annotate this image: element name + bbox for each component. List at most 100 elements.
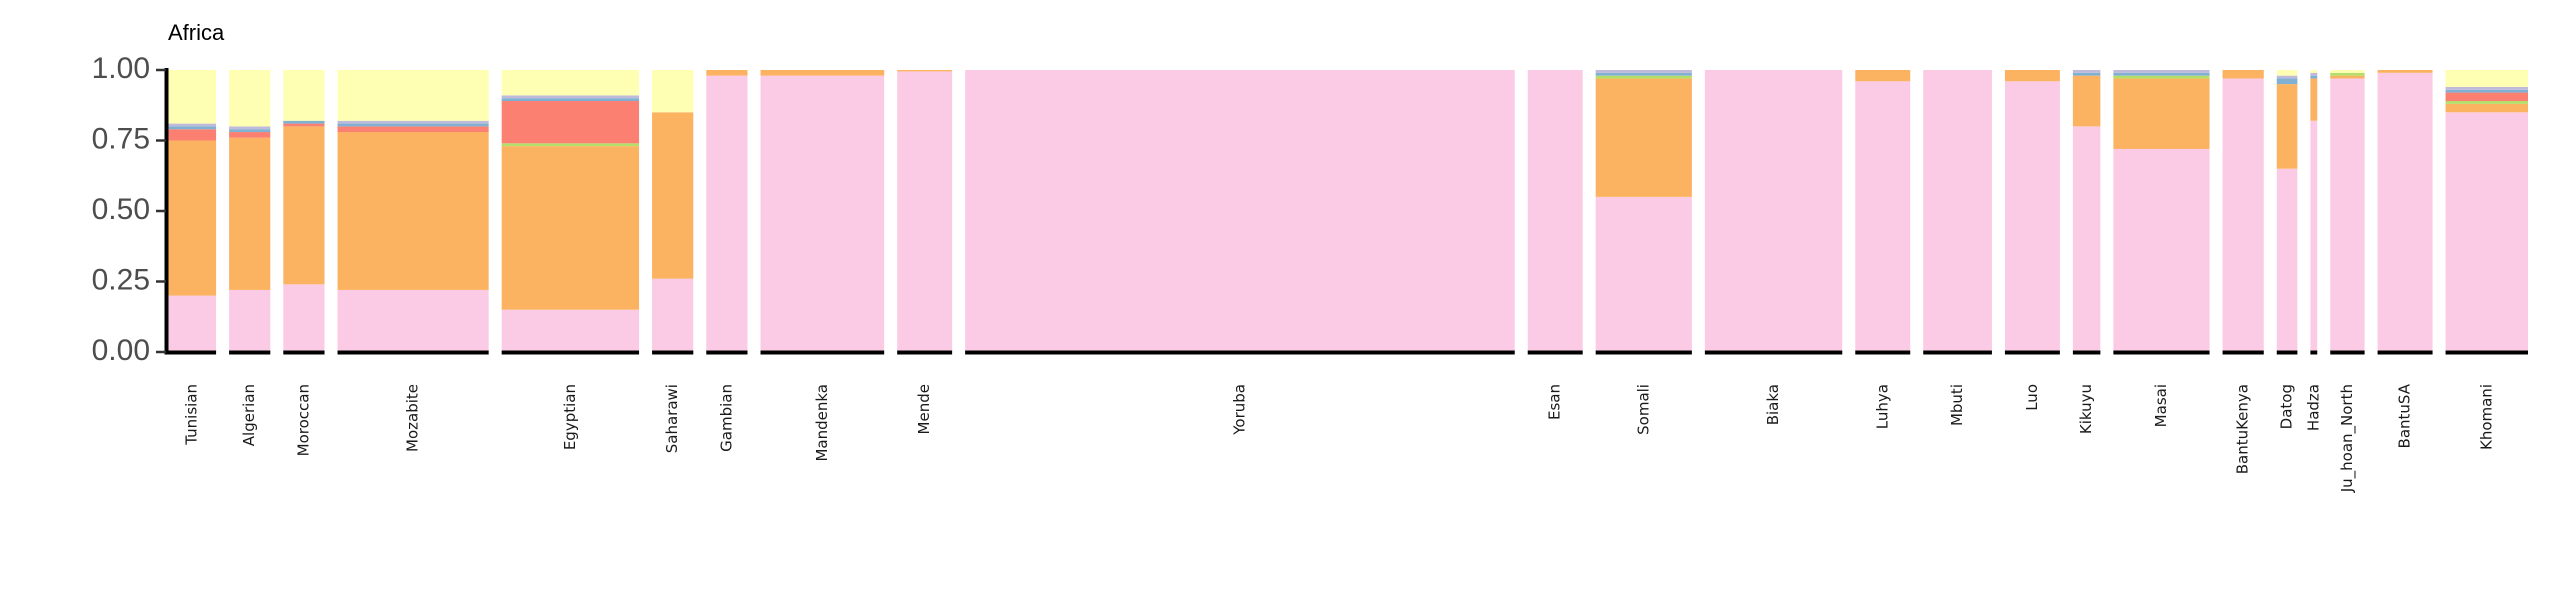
segment-egyptian-red xyxy=(501,101,640,144)
group-label-gambian: Gambian xyxy=(717,384,735,452)
group-algerian xyxy=(229,70,271,352)
baseline-mandenka xyxy=(760,350,885,355)
y-axis: 0.00 0.25 0.50 0.75 1.00 xyxy=(92,52,169,367)
group-somali xyxy=(1595,70,1692,352)
group-label-bantukenya: BantuKenya xyxy=(2234,384,2252,474)
segment-tunisian-blue xyxy=(168,126,217,130)
baseline-khomani xyxy=(2445,350,2528,355)
segment-masai-green xyxy=(2113,75,2210,79)
segment-algerian-blue xyxy=(229,129,271,133)
group-mbuti xyxy=(1923,70,1992,352)
segment-ju-hoan-north-orange xyxy=(2330,75,2365,79)
group-label-khomani: Khomani xyxy=(2477,384,2495,450)
group-saharawi xyxy=(652,70,694,352)
segment-algerian-yellow xyxy=(229,70,271,127)
baseline-mozabite xyxy=(337,350,489,355)
group-mende xyxy=(897,70,953,352)
group-ju-hoan-north xyxy=(2330,70,2365,353)
segment-luo-orange xyxy=(2004,70,2060,82)
group-luo xyxy=(2004,70,2060,352)
segment-datog-purple xyxy=(2276,75,2298,79)
group-label-masai: Masai xyxy=(2152,384,2170,427)
segment-masai-pink xyxy=(2113,148,2210,352)
segment-bantusa-orange xyxy=(2377,70,2433,73)
segment-mozabite-blue xyxy=(337,123,489,127)
group-label-ju-hoan-north: Ju_hoan_North xyxy=(2338,384,2357,493)
group-label-esan: Esan xyxy=(1546,384,1564,420)
segment-esan-pink xyxy=(1527,70,1583,352)
group-label-hadza: Hadza xyxy=(2304,384,2322,431)
group-label-datog: Datog xyxy=(2278,384,2296,429)
segment-egyptian-blue xyxy=(501,98,640,102)
segment-saharawi-pink xyxy=(652,278,694,352)
baseline-luhya xyxy=(1855,350,1911,355)
segment-masai-purple xyxy=(2113,70,2210,73)
group-masai xyxy=(2113,70,2210,352)
group-label-yoruba: Yoruba xyxy=(1230,384,1248,436)
group-label-moroccan: Moroccan xyxy=(294,384,312,456)
segment-tunisian-purple xyxy=(168,123,217,127)
segment-saharawi-orange xyxy=(652,112,694,279)
segment-mozabite-orange xyxy=(337,132,489,290)
segment-egyptian-purple xyxy=(501,95,640,99)
segment-moroccan-orange xyxy=(283,126,325,285)
group-moroccan xyxy=(283,70,325,352)
segment-tunisian-pink xyxy=(168,295,217,352)
group-datog xyxy=(2276,70,2298,352)
segment-hadza-pink xyxy=(2310,120,2318,352)
group-label-algerian: Algerian xyxy=(240,384,258,446)
baseline-luo xyxy=(2004,350,2060,355)
baseline-mbuti xyxy=(1923,350,1992,355)
segment-egyptian-pink xyxy=(501,309,640,352)
y-tick-label-3: 0.75 xyxy=(92,122,150,155)
group-label-mende: Mende xyxy=(915,384,933,434)
group-egyptian xyxy=(501,70,640,352)
segment-bantukenya-pink xyxy=(2222,78,2264,353)
segment-egyptian-yellow xyxy=(501,70,640,96)
group-label-tunisian: Tunisian xyxy=(183,384,201,446)
segment-saharawi-yellow xyxy=(652,70,694,113)
group-bantukenya xyxy=(2222,70,2264,353)
segment-khomani-yellow xyxy=(2445,70,2528,87)
segment-hadza-blue xyxy=(2310,75,2318,79)
segment-tunisian-orange xyxy=(168,140,217,296)
segment-moroccan-blue xyxy=(283,120,325,124)
group-khomani xyxy=(2445,70,2528,352)
segment-somali-blue xyxy=(1595,72,1692,76)
baseline-esan xyxy=(1527,350,1583,355)
segment-luo-pink xyxy=(2004,81,2060,352)
segment-algerian-pink xyxy=(229,289,271,352)
baseline-egyptian xyxy=(501,350,640,355)
baseline-bantukenya xyxy=(2222,350,2264,355)
segment-khomani-green xyxy=(2445,101,2528,104)
segment-somali-green xyxy=(1595,75,1692,79)
segment-khomani-blue xyxy=(2445,89,2528,93)
group-gambian xyxy=(706,70,748,352)
group-kikuyu xyxy=(2072,70,2101,353)
group-label-luo: Luo xyxy=(2023,384,2041,411)
segment-khomani-purple xyxy=(2445,86,2528,90)
segment-somali-pink xyxy=(1595,196,1692,352)
segment-mbuti-pink xyxy=(1923,70,1992,352)
y-tick-label-0: 0.00 xyxy=(92,334,150,367)
segment-mozabite-purple xyxy=(337,120,489,124)
segment-kikuyu-blue xyxy=(2072,72,2101,76)
segment-datog-pink xyxy=(2276,168,2298,352)
group-tunisian xyxy=(168,70,217,352)
y-tick-label-4: 1.00 xyxy=(92,52,150,85)
baseline-ju-hoan-north xyxy=(2330,350,2365,355)
segment-hadza-yellow xyxy=(2310,70,2318,73)
baseline-bantusa xyxy=(2377,350,2433,355)
baseline-biaka xyxy=(1704,350,1843,355)
group-luhya xyxy=(1855,70,1911,352)
group-label-mozabite: Mozabite xyxy=(404,384,422,452)
segment-algerian-red xyxy=(229,132,271,138)
segment-mozabite-red xyxy=(337,126,489,133)
segment-hadza-orange xyxy=(2310,78,2318,121)
baseline-moroccan xyxy=(283,350,325,355)
baseline-somali xyxy=(1595,350,1692,355)
segment-moroccan-red xyxy=(283,123,325,127)
baseline-hadza xyxy=(2310,350,2318,355)
segment-algerian-orange xyxy=(229,137,271,290)
